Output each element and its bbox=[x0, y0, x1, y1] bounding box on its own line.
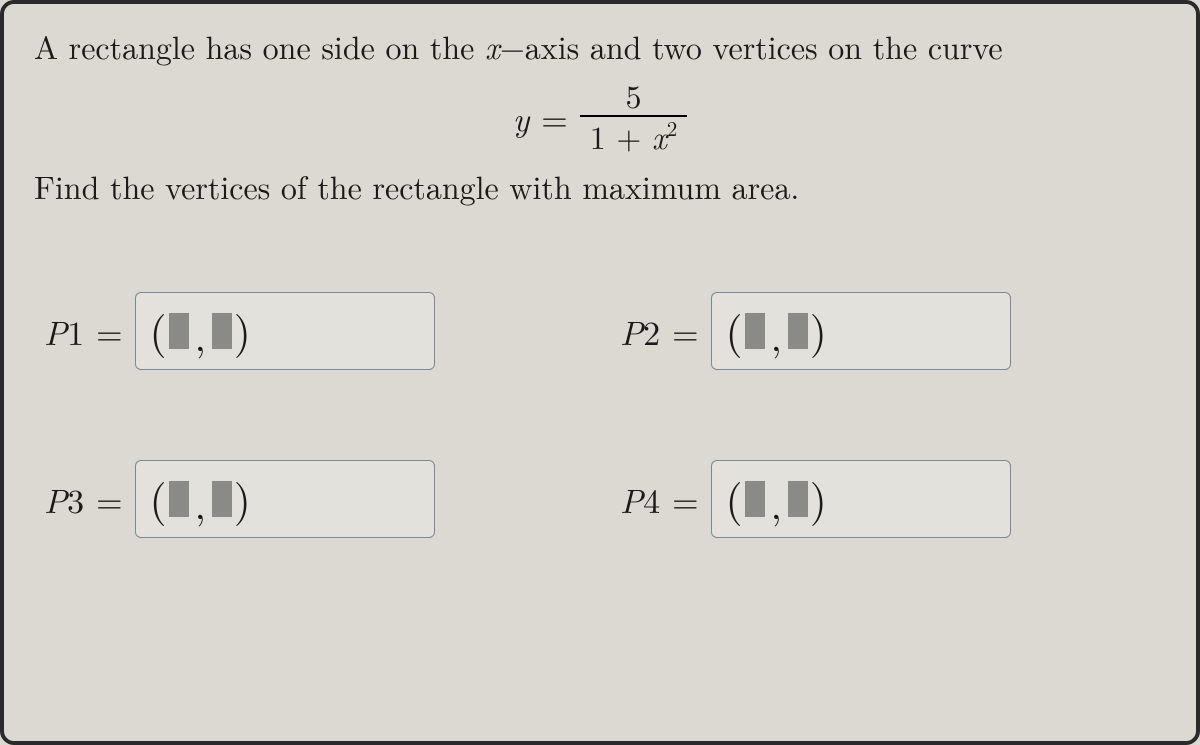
blank-placeholder[interactable] bbox=[212, 481, 232, 517]
answer-equals: = bbox=[96, 307, 122, 355]
eq-numerator: 5 bbox=[615, 78, 651, 113]
open-paren: ( bbox=[150, 297, 167, 360]
blank-placeholder[interactable] bbox=[169, 481, 189, 517]
blank-placeholder[interactable] bbox=[745, 481, 765, 517]
answer-input-p1[interactable]: ( , ) bbox=[135, 292, 435, 370]
den-exp: 2 bbox=[667, 114, 677, 143]
close-paren: ) bbox=[234, 297, 251, 360]
close-paren: ) bbox=[234, 465, 251, 528]
text-fragment: −axis and two vertices on the curve bbox=[500, 24, 1003, 69]
equation-row: y = 5 1 + x2 bbox=[34, 80, 1166, 156]
open-paren: ( bbox=[726, 465, 743, 528]
problem-frame: A rectangle has one side on the x−axis a… bbox=[0, 0, 1200, 745]
den-var: x bbox=[652, 114, 667, 159]
blank-placeholder[interactable] bbox=[169, 313, 189, 349]
blank-placeholder[interactable] bbox=[788, 481, 808, 517]
open-paren: ( bbox=[726, 297, 743, 360]
answer-label: P3 bbox=[44, 475, 84, 523]
blank-placeholder[interactable] bbox=[745, 313, 765, 349]
comma: , bbox=[771, 474, 782, 531]
answer-input-p2[interactable]: ( , ) bbox=[711, 292, 1011, 370]
curve-equation: y = 5 1 + x2 bbox=[513, 80, 687, 156]
open-paren: ( bbox=[150, 465, 167, 528]
comma: , bbox=[195, 306, 206, 363]
answer-label: P2 bbox=[620, 307, 660, 355]
close-paren: ) bbox=[810, 465, 827, 528]
problem-line-1: A rectangle has one side on the x−axis a… bbox=[34, 22, 1166, 72]
close-paren: ) bbox=[810, 297, 827, 360]
answer-equals: = bbox=[96, 475, 122, 523]
eq-denominator: 1 + x2 bbox=[580, 119, 687, 154]
x-var: x bbox=[485, 24, 500, 69]
answer-label: P1 bbox=[44, 307, 84, 355]
blank-placeholder[interactable] bbox=[212, 313, 232, 349]
answer-p1: P1 = ( , ) bbox=[44, 292, 580, 370]
blank-placeholder[interactable] bbox=[788, 313, 808, 349]
answer-p3: P3 = ( , ) bbox=[44, 460, 580, 538]
answers-grid: P1 = ( , ) P2 = ( , ) P3 = bbox=[34, 292, 1166, 538]
eq-fraction: 5 1 + x2 bbox=[580, 78, 687, 154]
eq-lhs: y bbox=[513, 91, 530, 144]
answer-equals: = bbox=[672, 307, 698, 355]
den-pre: 1 + bbox=[590, 114, 652, 159]
comma: , bbox=[771, 306, 782, 363]
problem-statement: A rectangle has one side on the x−axis a… bbox=[34, 22, 1166, 212]
answer-p2: P2 = ( , ) bbox=[620, 292, 1156, 370]
answer-p4: P4 = ( , ) bbox=[620, 460, 1156, 538]
answer-label: P4 bbox=[620, 475, 660, 523]
answer-equals: = bbox=[672, 475, 698, 523]
comma: , bbox=[195, 474, 206, 531]
answer-input-p3[interactable]: ( , ) bbox=[135, 460, 435, 538]
answer-input-p4[interactable]: ( , ) bbox=[711, 460, 1011, 538]
text-fragment: A rectangle has one side on the bbox=[34, 24, 485, 69]
problem-line-2: Find the vertices of the rectangle with … bbox=[34, 162, 1166, 212]
eq-equals: = bbox=[541, 91, 567, 144]
